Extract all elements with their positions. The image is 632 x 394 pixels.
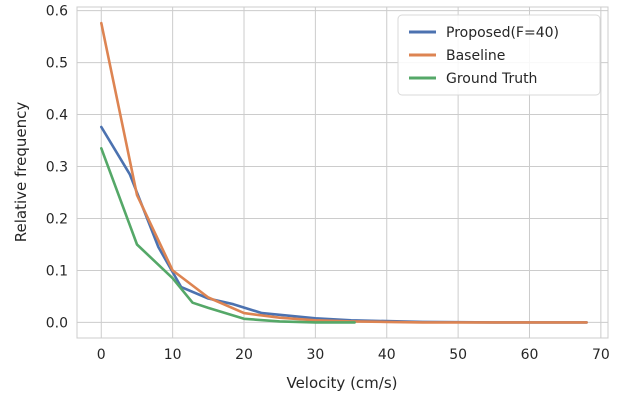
legend-label-ground-truth: Ground Truth [446,71,537,87]
series-line-baseline [100,21,588,324]
y-axis-title: Relative frequency [12,102,30,243]
legend-label-proposed: Proposed(F=40) [446,25,559,41]
x-tick-label: 50 [449,347,467,363]
series-layer [100,21,588,324]
y-tick-label: 0.6 [46,4,68,20]
y-tick-label: 0.5 [46,56,68,72]
y-tick-label: 0.0 [46,315,68,331]
x-tick-label: 60 [521,347,539,363]
series-line-proposed-f-40 [100,125,588,324]
x-tick-label: 0 [97,347,106,363]
y-tick-label: 0.1 [46,263,68,279]
legend-box [397,14,601,96]
y-tick-label: 0.2 [46,211,68,227]
y-tick-label: 0.4 [46,108,68,124]
tick-layer: 0 10 20 30 40 50 60 70 0.0 0.1 0.2 0.3 0.4 0.5 0.6 [46,4,610,363]
x-tick-label: 30 [306,347,324,363]
y-tick-label: 0.3 [46,160,68,176]
x-tick-label: 10 [164,347,182,363]
x-tick-label: 20 [235,347,253,363]
legend-label-baseline: Baseline [446,48,505,64]
x-axis-title: Velocity (cm/s) [286,374,397,392]
series-line-ground-truth [100,147,356,324]
legend: Proposed(F=40) Baseline Ground Truth [397,14,601,96]
x-tick-label: 40 [378,347,396,363]
plot-frame [76,6,609,339]
x-tick-label: 70 [592,347,610,363]
